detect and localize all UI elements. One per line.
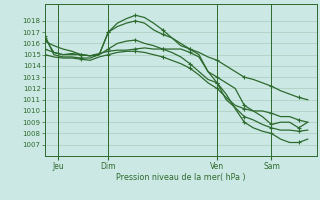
X-axis label: Pression niveau de la mer( hPa ): Pression niveau de la mer( hPa ) [116, 173, 246, 182]
